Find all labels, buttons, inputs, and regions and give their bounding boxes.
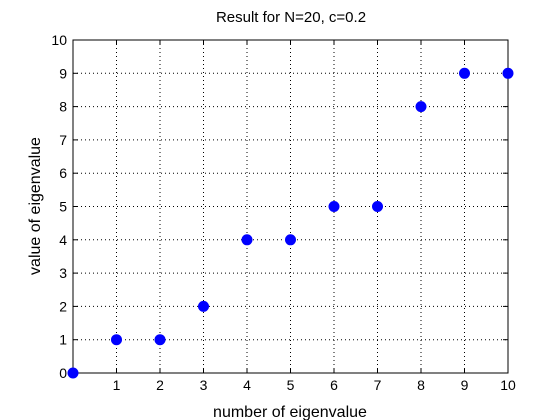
data-point bbox=[285, 234, 296, 246]
x-tick-label: 2 bbox=[156, 377, 164, 393]
data-point bbox=[415, 101, 427, 113]
x-tick-label: 3 bbox=[200, 377, 208, 393]
y-axis-label: value of eigenvalue bbox=[27, 137, 44, 275]
data-point bbox=[372, 201, 383, 212]
data-point bbox=[328, 201, 340, 212]
y-tick-label: 3 bbox=[59, 265, 67, 281]
data-point bbox=[67, 367, 79, 379]
y-tick-label: 8 bbox=[59, 99, 67, 115]
y-tick-label: 6 bbox=[59, 165, 67, 181]
x-tick-label: 7 bbox=[374, 377, 382, 393]
x-tick-label: 4 bbox=[243, 377, 251, 393]
plot-frame bbox=[72, 39, 509, 374]
x-tick-label: 9 bbox=[461, 377, 469, 393]
y-tick-label: 10 bbox=[51, 32, 67, 48]
x-tick-label: 5 bbox=[287, 377, 295, 393]
y-tick-label: 9 bbox=[59, 65, 67, 81]
data-point bbox=[459, 67, 470, 79]
y-tick-label: 0 bbox=[59, 365, 67, 381]
x-tick-label: 1 bbox=[113, 377, 121, 393]
y-tick-label: 7 bbox=[59, 132, 67, 148]
grid-layer bbox=[73, 40, 508, 373]
y-tick-label: 1 bbox=[59, 332, 67, 348]
x-tick-label: 8 bbox=[417, 377, 425, 393]
x-axis-label: number of eigenvalue bbox=[213, 404, 367, 420]
data-point bbox=[154, 334, 166, 346]
data-point bbox=[502, 67, 514, 79]
x-tick-label: 6 bbox=[330, 377, 338, 393]
data-point bbox=[241, 234, 253, 246]
data-point bbox=[198, 300, 209, 312]
y-tick-label: 5 bbox=[59, 199, 67, 215]
x-tick-label: 10 bbox=[500, 377, 516, 393]
y-tick-label: 2 bbox=[59, 298, 67, 314]
tick-layer: 1 2 3 4 5 6 7 8 9 10 0 1 2 3 4 5 6 7 8 9 10 bbox=[51, 32, 516, 393]
data-point bbox=[111, 334, 122, 346]
chart-title: Result for N=20, c=0.2 bbox=[216, 9, 366, 26]
point-layer bbox=[67, 67, 514, 379]
y-tick-label: 4 bbox=[59, 232, 67, 248]
